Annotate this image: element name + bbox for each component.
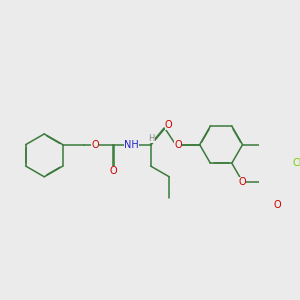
Text: NH: NH xyxy=(124,140,139,150)
Text: Cl: Cl xyxy=(293,158,300,168)
Text: O: O xyxy=(239,177,246,187)
Text: O: O xyxy=(91,140,99,150)
Text: O: O xyxy=(164,120,172,130)
Text: H: H xyxy=(148,134,155,143)
Text: O: O xyxy=(274,200,281,210)
Text: O: O xyxy=(174,140,182,150)
Text: O: O xyxy=(110,166,117,176)
